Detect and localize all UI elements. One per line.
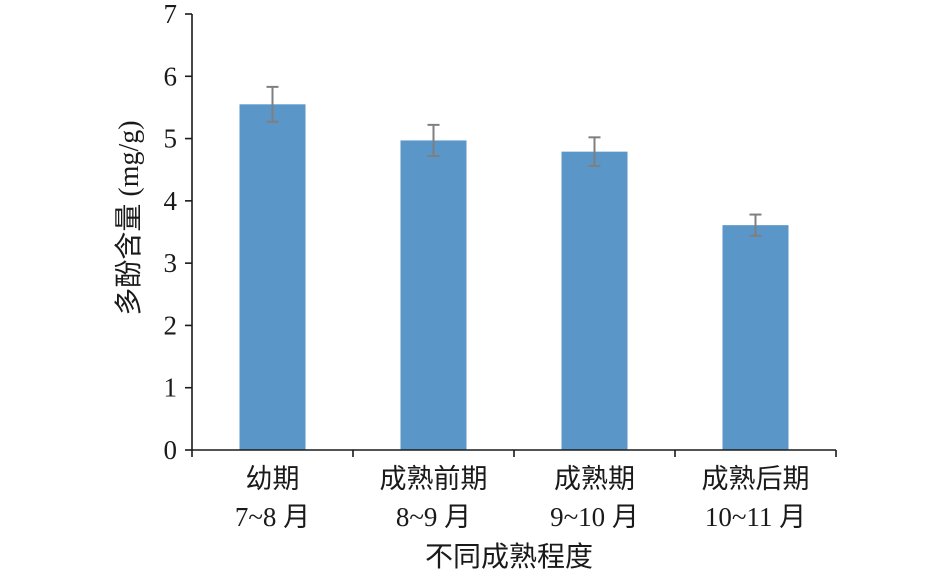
x-category-label-4-line-2: 10~11 月 (705, 502, 806, 532)
y-tick-label-5: 5 (164, 124, 178, 154)
x-category-labels: 幼期 7~8 月 成熟前期 8~9 月 成熟期 9~10 月 成熟后期 10~11 月 (235, 464, 810, 532)
x-category-label-1-line-1: 幼期 (246, 464, 300, 494)
x-category-label-1-line-2: 7~8 月 (235, 502, 310, 532)
y-tick-label-4: 4 (164, 186, 178, 216)
bars-layer (239, 104, 789, 451)
bar-3 (561, 151, 628, 450)
y-tick-label-2: 2 (164, 310, 178, 340)
y-axis-title: 多酚含量 (mg/g) (113, 120, 145, 315)
x-category-label-4-line-1: 成熟后期 (702, 464, 810, 494)
y-tick-label-1: 1 (164, 373, 178, 403)
bar-4 (722, 225, 789, 450)
y-tick-labels: 0 1 2 3 4 5 6 7 (164, 0, 178, 465)
x-category-label-2-line-1: 成熟前期 (380, 464, 488, 494)
x-category-label-2-line-2: 8~9 月 (396, 502, 471, 532)
axes-layer (185, 13, 837, 457)
y-tick-label-3: 3 (164, 248, 178, 278)
y-tick-label-7: 7 (164, 0, 178, 29)
error-bars-layer (266, 85, 762, 237)
x-category-label-3-line-2: 9~10 月 (550, 502, 639, 532)
bar-1 (239, 104, 306, 451)
y-tick-label-0: 0 (164, 435, 178, 465)
bar-2 (400, 140, 467, 450)
x-axis-title: 不同成熟程度 (425, 541, 593, 573)
x-category-label-3-line-1: 成熟期 (554, 464, 635, 494)
y-tick-label-6: 6 (164, 61, 178, 91)
